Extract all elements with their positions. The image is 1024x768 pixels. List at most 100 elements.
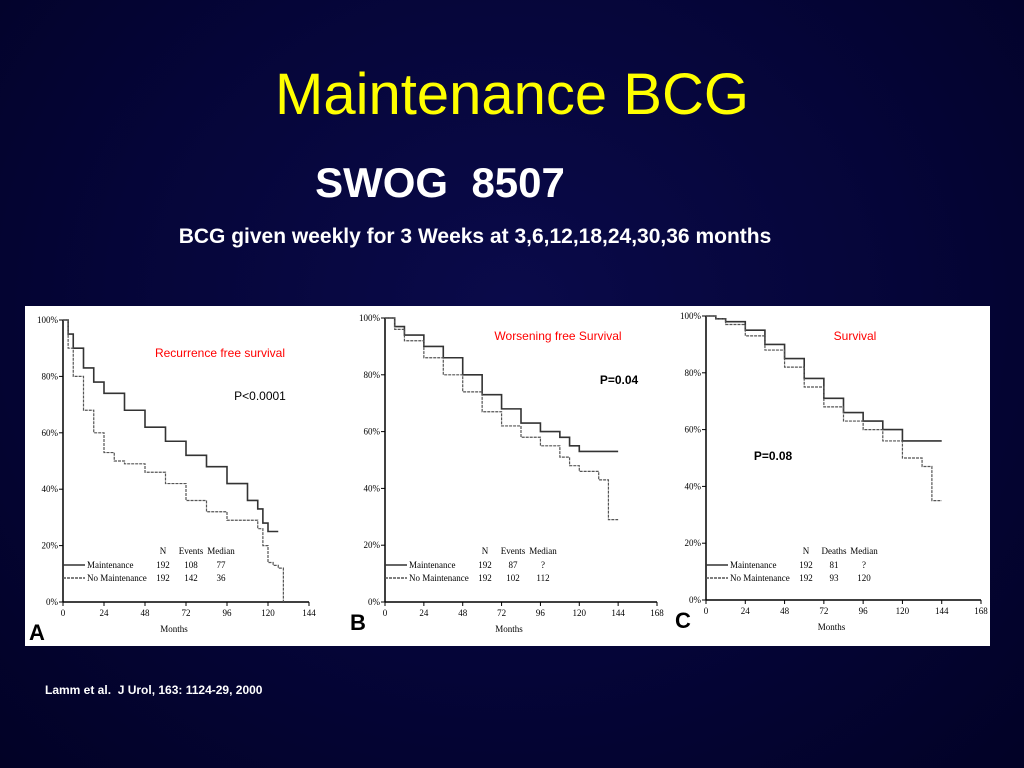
x-tick-label: 24 [741,606,751,616]
x-tick-label: 24 [100,608,110,618]
x-tick-label: 48 [141,608,151,618]
x-tick-label: 144 [611,608,625,618]
legend-median: 36 [217,573,227,583]
y-tick-label: 20% [685,538,702,548]
y-tick-label: 20% [364,540,381,550]
x-axis-label: Months [495,624,523,634]
slide-title: Maintenance BCG [275,62,749,127]
x-tick-label: 72 [819,606,828,616]
legend-events: 102 [506,573,520,583]
series-line-no-maintenance [63,319,284,602]
chart-panel-c: 0% 20% 40% 60% 80% 100% 0 24 48 72 96 120 144 168 Mont… [675,311,988,633]
y-tick-label: 100% [359,313,381,323]
legend-n: 192 [799,560,813,570]
legend-series-name: No Maintenance [409,573,469,583]
chart-title: Survival [834,329,877,343]
x-tick-label: 48 [458,608,468,618]
legend-median: ? [541,560,545,570]
legend-header: Median [850,546,878,556]
km-curves-figure: 0% 20% 40% 60% 80% 100% 0 24 48 72 96 120 144 Months R… [29,311,988,645]
y-tick-label: 60% [685,425,702,435]
p-value-label: P=0.08 [754,449,793,463]
x-tick-label: 72 [182,608,191,618]
x-tick-label: 48 [780,606,790,616]
y-tick-label: 100% [37,315,59,325]
x-tick-label: 144 [302,608,316,618]
legend-events: 142 [184,573,198,583]
legend-median: 112 [536,573,549,583]
y-tick-label: 60% [364,427,381,437]
x-tick-label: 96 [536,608,546,618]
y-tick-label: 0% [689,595,702,605]
x-tick-label: 0 [704,606,709,616]
legend-events: 81 [830,560,839,570]
x-tick-label: 168 [974,606,988,616]
y-tick-label: 40% [42,484,59,494]
x-tick-label: 0 [61,608,66,618]
panel-label: B [350,610,366,635]
y-tick-label: 80% [685,368,702,378]
p-value-label: P=0.04 [600,373,639,387]
x-tick-label: 96 [859,606,869,616]
series-line-no-maintenance [706,315,942,502]
series-line-maintenance [63,319,279,533]
legend-header: N [803,546,810,556]
x-tick-label: 168 [650,608,664,618]
y-tick-label: 40% [685,481,702,491]
legend-series-name: Maintenance [87,560,133,570]
legend-median: 77 [217,560,227,570]
x-tick-label: 72 [497,608,506,618]
chart-panel-b: 0% 20% 40% 60% 80% 100% 0 24 48 72 96 120 144 168 Mont… [350,313,664,635]
x-tick-label: 144 [935,606,949,616]
slide-description: BCG given weekly for 3 Weeks at 3,6,12,1… [178,225,772,248]
legend-events: 108 [184,560,198,570]
y-tick-label: 0% [368,597,381,607]
slide-subtitle: SWOG 8507 [315,159,565,206]
legend-events: 93 [830,573,840,583]
y-tick-label: 40% [364,483,381,493]
legend-header: Median [207,546,235,556]
series-line-maintenance [385,317,619,453]
p-value-label: P<0.0001 [234,389,286,403]
x-tick-label: 120 [896,606,910,616]
legend-header: Deaths [822,546,847,556]
x-tick-label: 0 [383,608,388,618]
series-line-no-maintenance [385,317,619,521]
legend-n: 192 [156,573,170,583]
panel-label: A [29,620,45,645]
panel-label: C [675,608,691,633]
legend-series-name: No Maintenance [730,573,790,583]
legend-series-name: Maintenance [730,560,776,570]
legend-events: 87 [509,560,519,570]
chart-title: Recurrence free survival [155,346,285,360]
chart-title: Worsening free Survival [494,329,621,343]
legend-header: N [160,546,167,556]
legend-median: ? [862,560,866,570]
y-tick-label: 60% [42,428,59,438]
legend-header: Events [179,546,204,556]
x-axis-label: Months [160,624,188,634]
y-tick-label: 80% [364,370,381,380]
y-tick-label: 20% [42,541,59,551]
legend-n: 192 [156,560,170,570]
legend-header: N [482,546,489,556]
x-tick-label: 96 [223,608,233,618]
y-tick-label: 0% [46,597,59,607]
series-line-maintenance [706,315,942,442]
legend-series-name: No Maintenance [87,573,147,583]
legend-n: 192 [478,560,492,570]
chart-panel-a: 0% 20% 40% 60% 80% 100% 0 24 48 72 96 120 144 Months R… [29,315,316,645]
x-tick-label: 120 [261,608,275,618]
citation: Lamm et al. J Urol, 163: 1124-29, 2000 [45,683,263,697]
legend-n: 192 [478,573,492,583]
y-tick-label: 100% [680,311,702,321]
legend-series-name: Maintenance [409,560,455,570]
legend-n: 192 [799,573,813,583]
figure-panel: 0% 20% 40% 60% 80% 100% 0 24 48 72 96 120 144 Months R… [25,306,990,646]
x-tick-label: 24 [419,608,429,618]
x-tick-label: 120 [573,608,587,618]
legend-header: Events [501,546,526,556]
legend-median: 120 [857,573,871,583]
legend-header: Median [529,546,557,556]
x-axis-label: Months [818,622,846,632]
